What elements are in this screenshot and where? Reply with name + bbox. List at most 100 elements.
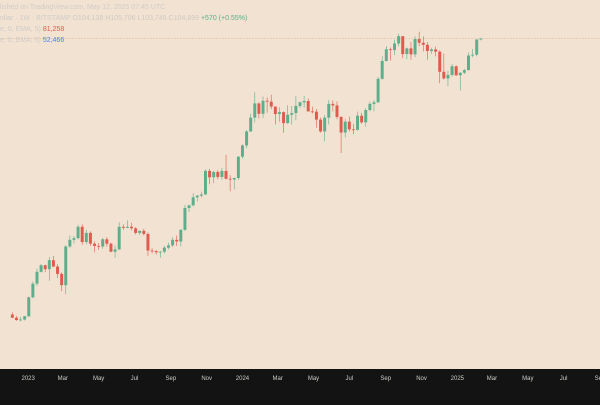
candle-body	[471, 54, 475, 56]
candle-body	[154, 251, 158, 253]
time-axis-label: Sep	[380, 376, 391, 382]
time-axis-label: Jul	[345, 376, 353, 382]
candle-body	[372, 102, 376, 104]
candle-body	[458, 72, 462, 76]
candle-body	[314, 111, 318, 120]
time-axis-label: Mar	[58, 376, 68, 382]
time-axis[interactable]	[0, 369, 600, 400]
candle-body	[351, 129, 355, 131]
candle-body	[319, 119, 323, 132]
candle-body	[84, 232, 88, 243]
candle-body	[125, 226, 129, 228]
candle-body	[220, 170, 224, 177]
candle-body	[310, 111, 314, 113]
ema-2-value: 52,466	[42, 37, 65, 44]
candle-body	[72, 238, 76, 240]
candle-body	[417, 39, 421, 43]
candle-body	[19, 319, 23, 321]
candle-body	[454, 66, 458, 76]
time-axis-label: 2023	[22, 376, 36, 382]
candle-body	[14, 317, 18, 320]
candle-body	[60, 273, 64, 286]
candle-body	[479, 38, 483, 40]
ema-2-label: e, 0, EMA, 5)	[0, 37, 41, 44]
candle-body	[76, 226, 80, 239]
candle-body	[430, 49, 433, 52]
candle-body	[323, 117, 327, 132]
candle-body	[335, 105, 339, 117]
candle-body	[450, 66, 454, 75]
candle-body	[364, 110, 368, 123]
candle-body	[302, 101, 306, 103]
time-axis-label: Sep	[165, 376, 176, 382]
candle-body	[56, 266, 60, 274]
candle-body	[27, 297, 31, 317]
candle-body	[167, 245, 170, 248]
candle-body	[290, 113, 294, 115]
time-axis-label: Nov	[201, 376, 212, 382]
candle-body	[393, 43, 396, 51]
candle-body	[434, 49, 438, 52]
time-axis-label: Jul	[131, 376, 139, 382]
symbol-ohlc-line: ollar · 1W · BITSTAMP O104,138 H105,706 …	[0, 14, 247, 23]
candle-body	[397, 36, 401, 44]
candle-body	[228, 178, 232, 180]
candle-body	[405, 48, 409, 55]
candle-body	[331, 103, 335, 106]
candle-body	[175, 239, 179, 242]
price-change: +570 (+0.55%)	[200, 15, 248, 22]
candle-body	[438, 51, 442, 72]
symbol-label: ollar · 1W · BITSTAMP	[0, 15, 71, 22]
candle-body	[401, 36, 405, 55]
candle-body	[442, 71, 446, 79]
time-axis-label: Jul	[560, 376, 568, 382]
candle-body	[195, 195, 199, 198]
candle-body	[327, 103, 331, 118]
candle-body	[10, 314, 14, 318]
candle-body	[286, 114, 290, 124]
candle-body	[343, 121, 347, 133]
candle-body	[273, 106, 277, 115]
candle-body	[425, 44, 429, 52]
candle-body	[134, 228, 138, 233]
candle-body	[51, 260, 55, 267]
ema-indicator-2[interactable]: e, 0, EMA, 5) 52,466	[0, 36, 64, 45]
candle-body	[43, 265, 47, 270]
ema-1-value: 81,258	[42, 26, 65, 33]
candle-body	[224, 170, 228, 179]
time-axis-label: Mar	[273, 376, 283, 382]
time-axis-label: May	[93, 376, 104, 382]
candle-body	[146, 233, 150, 251]
candle-body	[384, 49, 388, 61]
time-axis-label: Sep	[595, 376, 600, 382]
candle-body	[121, 226, 125, 228]
ohlc-high: H105,706	[105, 15, 136, 22]
candle-body	[88, 232, 92, 244]
candle-body	[80, 226, 84, 243]
candle-body	[183, 207, 187, 230]
ohlc-open: O104,138	[72, 15, 104, 22]
ema-1-label: e, 0, EMA, 5)	[0, 26, 41, 33]
candle-body	[130, 226, 133, 229]
time-axis-label: Nov	[416, 376, 427, 382]
candle-body	[212, 171, 216, 178]
candle-body	[306, 101, 310, 112]
candle-body	[339, 116, 343, 133]
candle-body	[232, 178, 236, 180]
attribution-line: lished on TradingView.com, May 12, 2025 …	[0, 3, 165, 12]
candle-body	[421, 42, 425, 45]
candle-body	[261, 100, 265, 114]
candle-body	[240, 145, 244, 157]
candle-body	[216, 171, 220, 177]
candle-body	[162, 247, 166, 252]
attribution-text: lished on TradingView.com, May 12, 2025 …	[0, 4, 166, 11]
ema-indicator-1[interactable]: e, 0, EMA, 5) 81,258	[0, 25, 64, 34]
time-axis-label: May	[308, 376, 319, 382]
candle-body	[236, 156, 240, 179]
candle-body	[245, 131, 249, 146]
candle-body	[257, 103, 261, 114]
candle-body	[409, 48, 413, 55]
